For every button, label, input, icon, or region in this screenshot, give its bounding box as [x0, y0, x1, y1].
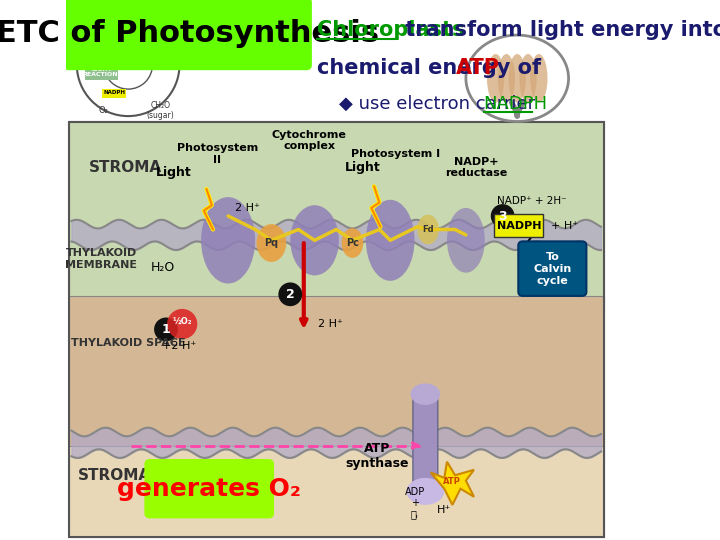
Ellipse shape [508, 54, 526, 103]
Text: 3: 3 [498, 210, 507, 222]
Text: Pc: Pc [346, 238, 359, 248]
FancyBboxPatch shape [68, 122, 603, 308]
FancyBboxPatch shape [102, 89, 126, 98]
Text: STROMA: STROMA [89, 160, 162, 175]
Ellipse shape [256, 224, 287, 262]
FancyBboxPatch shape [494, 214, 543, 237]
Text: ◆ use electron carrier: ◆ use electron carrier [339, 94, 541, 113]
Ellipse shape [519, 54, 536, 103]
Text: O₂: O₂ [99, 106, 109, 115]
Ellipse shape [418, 214, 439, 244]
Text: STROMA: STROMA [78, 468, 151, 483]
Text: Fd: Fd [422, 225, 434, 234]
FancyBboxPatch shape [68, 296, 603, 462]
Text: Pq: Pq [264, 238, 279, 248]
Text: CO₂: CO₂ [156, 15, 171, 23]
Text: NADPH: NADPH [497, 221, 541, 231]
Ellipse shape [447, 208, 485, 273]
Ellipse shape [498, 54, 515, 103]
Text: +2 H⁺: +2 H⁺ [163, 341, 197, 350]
Text: Cytochrome
complex: Cytochrome complex [271, 130, 346, 151]
Text: 1: 1 [161, 323, 171, 336]
Ellipse shape [366, 200, 415, 281]
Text: CALVIN
CYCLE: CALVIN CYCLE [132, 58, 160, 71]
Circle shape [154, 318, 178, 341]
Text: ADP
+
Ⓟᵢ: ADP + Ⓟᵢ [405, 488, 425, 519]
Text: H₂O: H₂O [151, 261, 176, 274]
Text: H₂O: H₂O [99, 15, 114, 23]
Text: ATP: ATP [444, 477, 462, 486]
Ellipse shape [487, 54, 504, 103]
Text: Photosystem I: Photosystem I [351, 149, 440, 159]
Text: 2 H⁺: 2 H⁺ [318, 319, 343, 329]
Circle shape [279, 282, 302, 306]
Text: ETC of Photosynthesis: ETC of Photosynthesis [0, 19, 379, 48]
Ellipse shape [530, 54, 547, 103]
Ellipse shape [201, 197, 255, 284]
FancyBboxPatch shape [68, 446, 603, 537]
Text: generates O₂: generates O₂ [117, 477, 301, 501]
Circle shape [167, 309, 197, 339]
Text: chemical energy of: chemical energy of [318, 57, 549, 78]
Text: transform light energy into: transform light energy into [398, 19, 720, 40]
FancyBboxPatch shape [145, 459, 274, 518]
Ellipse shape [410, 383, 440, 405]
Text: NADPH: NADPH [484, 94, 548, 113]
Circle shape [491, 204, 515, 228]
Text: To
Calvin
cycle: To Calvin cycle [534, 252, 572, 286]
Text: 2 H⁺: 2 H⁺ [235, 203, 259, 213]
FancyBboxPatch shape [86, 64, 118, 80]
Text: Light: Light [346, 161, 381, 174]
Ellipse shape [341, 228, 363, 258]
Text: ½O₂: ½O₂ [173, 317, 192, 326]
Polygon shape [431, 462, 474, 505]
Text: NADP+
reductase: NADP+ reductase [446, 157, 508, 178]
Text: Chloroplasts: Chloroplasts [318, 19, 465, 40]
Text: Light: Light [67, 25, 91, 35]
Text: THYLAKOID
MEMBRANE: THYLAKOID MEMBRANE [65, 248, 137, 271]
Text: NADPH: NADPH [103, 90, 125, 96]
Text: + H⁺: + H⁺ [551, 221, 578, 231]
Text: Photosystem
II: Photosystem II [176, 143, 258, 165]
Text: CH₂O
(sugar): CH₂O (sugar) [147, 101, 174, 120]
Text: 2: 2 [286, 288, 294, 301]
FancyBboxPatch shape [63, 0, 312, 70]
Text: Light: Light [156, 166, 192, 179]
Text: NADP⁺ + 2H⁻: NADP⁺ + 2H⁻ [497, 197, 567, 206]
Text: ATP
synthase: ATP synthase [345, 442, 408, 470]
Text: LIGHT
REACTIONS: LIGHT REACTIONS [82, 66, 122, 77]
Text: H⁺: H⁺ [437, 505, 451, 515]
FancyBboxPatch shape [413, 392, 438, 494]
Ellipse shape [407, 478, 444, 505]
FancyBboxPatch shape [518, 241, 586, 296]
Text: THYLAKOID SPACE: THYLAKOID SPACE [71, 338, 186, 348]
Ellipse shape [290, 205, 339, 275]
Text: ATP: ATP [456, 57, 500, 78]
